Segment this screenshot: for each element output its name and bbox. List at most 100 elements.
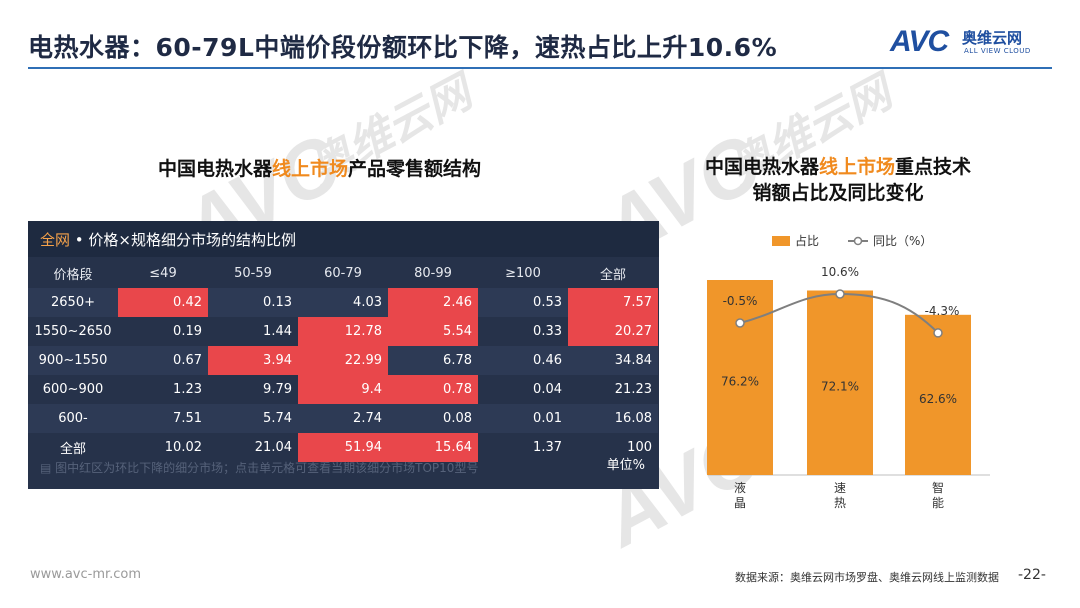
panel-note-text: 图中红区为环比下降的细分市场；点击单元格可查看当期该细分市场TOP10型号 xyxy=(55,461,479,475)
table-cell[interactable]: 4.03 xyxy=(298,288,388,317)
column-header: ≤49 xyxy=(149,266,177,281)
table-cell[interactable]: 0.46 xyxy=(478,346,568,375)
column-header: 80-99 xyxy=(414,266,452,281)
panel-title: 全网 • 价格×规格细分市场的结构比例 xyxy=(40,229,296,250)
logo-mark: AVC xyxy=(890,25,949,58)
table-cell[interactable]: 1.44 xyxy=(208,317,298,346)
left-title-post: 产品零售额结构 xyxy=(348,158,482,180)
table-cell[interactable]: 0.08 xyxy=(388,404,478,433)
table-row: 1550~2650 0.19 1.44 12.78 5.54 0.33 20.27 xyxy=(28,317,658,346)
table-cell[interactable]: 3.94 xyxy=(208,346,298,375)
table-row: 2650+ 0.42 0.13 4.03 2.46 0.53 7.57 xyxy=(28,288,658,317)
price-spec-panel: 全网 • 价格×规格细分市场的结构比例 价格段 ≤49 50-59 60-79 80-9… xyxy=(28,221,659,489)
legend-label-share: 占比 xyxy=(795,233,819,248)
panel-header: 全网 • 价格×规格细分市场的结构比例 xyxy=(28,221,659,257)
table-cell[interactable]: 2.74 xyxy=(298,404,388,433)
category-label-char: 液 xyxy=(734,480,746,495)
table-cell[interactable]: 0.01 xyxy=(478,404,568,433)
structure-table: 价格段 ≤49 50-59 60-79 80-99 ≥100 全部 2650+ 0.42 0.1… xyxy=(28,259,658,462)
column-header: 60-79 xyxy=(324,266,362,281)
table-header-row: 价格段 ≤49 50-59 60-79 80-99 ≥100 全部 xyxy=(28,259,658,288)
category-label-char: 能 xyxy=(932,496,944,510)
column-header: 50-59 xyxy=(234,266,272,281)
table-cell[interactable]: 5.54 xyxy=(388,317,478,346)
page-title: 电热水器：60-79L中端价段份额环比下降，速热占比上升10.6% xyxy=(28,33,778,62)
table-cell[interactable]: 7.51 xyxy=(118,404,208,433)
bar-液晶 xyxy=(707,280,773,475)
logo-en: ALL VIEW CLOUD xyxy=(964,47,1031,55)
table-cell[interactable]: 51.94 xyxy=(298,433,388,462)
column-header: 价格段 xyxy=(53,268,93,283)
table-cell[interactable]: 2.46 xyxy=(388,288,478,317)
bar-智能 xyxy=(905,314,971,475)
panel-title-text: • 价格×规格细分市场的结构比例 xyxy=(70,231,296,249)
table-cell[interactable]: 0.53 xyxy=(478,288,568,317)
yoy-point xyxy=(735,318,745,328)
table-cell[interactable]: 22.99 xyxy=(298,346,388,375)
row-label: 600~900 xyxy=(28,375,118,404)
legend-label-yoy: 同比（%） xyxy=(873,234,932,248)
table-cell[interactable]: 1.23 xyxy=(118,375,208,404)
header-divider xyxy=(28,67,1052,69)
table-cell[interactable]: 7.57 xyxy=(568,288,658,317)
right-title-highlight: 线上市场 xyxy=(819,156,896,178)
row-label: 900~1550 xyxy=(28,346,118,375)
table-cell[interactable]: 15.64 xyxy=(388,433,478,462)
left-title-highlight: 线上市场 xyxy=(272,158,349,180)
table-cell[interactable]: 34.84 xyxy=(568,346,658,375)
yoy-point xyxy=(933,328,943,338)
row-label: 2650+ xyxy=(28,288,118,317)
table-row: 全部 10.02 21.04 51.94 15.64 1.37 100 xyxy=(28,433,658,462)
left-title-pre: 中国电热水器 xyxy=(158,158,273,180)
logo-cn: 奥维云网 xyxy=(962,29,1023,47)
yoy-point xyxy=(835,289,845,299)
table-row: 900~1550 0.67 3.94 22.99 6.78 0.46 34.84 xyxy=(28,346,658,375)
table-cell[interactable]: 0.13 xyxy=(208,288,298,317)
table-cell[interactable]: 0.33 xyxy=(478,317,568,346)
table-cell[interactable]: 0.19 xyxy=(118,317,208,346)
category-label-char: 晶 xyxy=(734,496,746,510)
category-label-char: 热 xyxy=(834,496,846,510)
bar-data-label: 62.6% xyxy=(919,392,957,406)
row-label: 1550~2650 xyxy=(28,317,118,346)
table-cell[interactable]: 12.78 xyxy=(298,317,388,346)
data-source: 数据来源：奥维云网市场罗盘、奥维云网线上监测数据 xyxy=(735,571,999,584)
yoy-data-label: -4.3% xyxy=(925,304,960,318)
right-title-pre: 中国电热水器 xyxy=(705,156,820,178)
table-cell[interactable]: 0.42 xyxy=(118,288,208,317)
right-section-title: 中国电热水器线上市场重点技术 销额占比及同比变化 xyxy=(705,154,971,206)
table-cell[interactable]: 9.4 xyxy=(298,375,388,404)
right-title-line2: 销额占比及同比变化 xyxy=(752,182,924,204)
table-cell[interactable]: 21.23 xyxy=(568,375,658,404)
panel-note: ▤ 图中红区为环比下降的细分市场；点击单元格可查看当期该细分市场TOP10型号 xyxy=(40,461,479,475)
table-cell[interactable]: 0.78 xyxy=(388,375,478,404)
bar-速热 xyxy=(807,290,873,475)
table-cell[interactable]: 0.67 xyxy=(118,346,208,375)
table-cell[interactable]: 9.79 xyxy=(208,375,298,404)
bar-data-label: 72.1% xyxy=(821,380,859,394)
legend-swatch-share xyxy=(772,236,790,246)
right-title-line1: 中国电热水器线上市场重点技术 xyxy=(705,154,971,180)
tech-share-chart: 占比 同比（%） 76.2% 72.1% 62.6% -0.5% 10.6% -4.3% 液晶 速… xyxy=(707,233,990,510)
column-header: 全部 xyxy=(599,268,626,283)
page-number: -22- xyxy=(1018,567,1046,583)
table-cell[interactable]: 100 xyxy=(568,433,658,462)
table-row: 600- 7.51 5.74 2.74 0.08 0.01 16.08 xyxy=(28,404,658,433)
category-label-char: 速 xyxy=(834,481,846,495)
table-cell[interactable]: 5.74 xyxy=(208,404,298,433)
table-cell[interactable]: 6.78 xyxy=(388,346,478,375)
yoy-data-label: -0.5% xyxy=(723,294,758,308)
table-cell[interactable]: 10.02 xyxy=(118,433,208,462)
table-cell[interactable]: 16.08 xyxy=(568,404,658,433)
table-cell[interactable]: 21.04 xyxy=(208,433,298,462)
table-cell[interactable]: 0.04 xyxy=(478,375,568,404)
table-cell[interactable]: 1.37 xyxy=(478,433,568,462)
column-header: ≥100 xyxy=(505,266,541,281)
panel-title-scope: 全网 xyxy=(40,231,71,249)
site-url[interactable]: www.avc-mr.com xyxy=(30,567,142,582)
right-title-post: 重点技术 xyxy=(895,156,972,178)
table-cell[interactable]: 20.27 xyxy=(568,317,658,346)
row-label: 600- xyxy=(28,404,118,433)
left-section-title: 中国电热水器线上市场产品零售额结构 xyxy=(158,154,481,181)
yoy-data-label: 10.6% xyxy=(821,265,859,279)
